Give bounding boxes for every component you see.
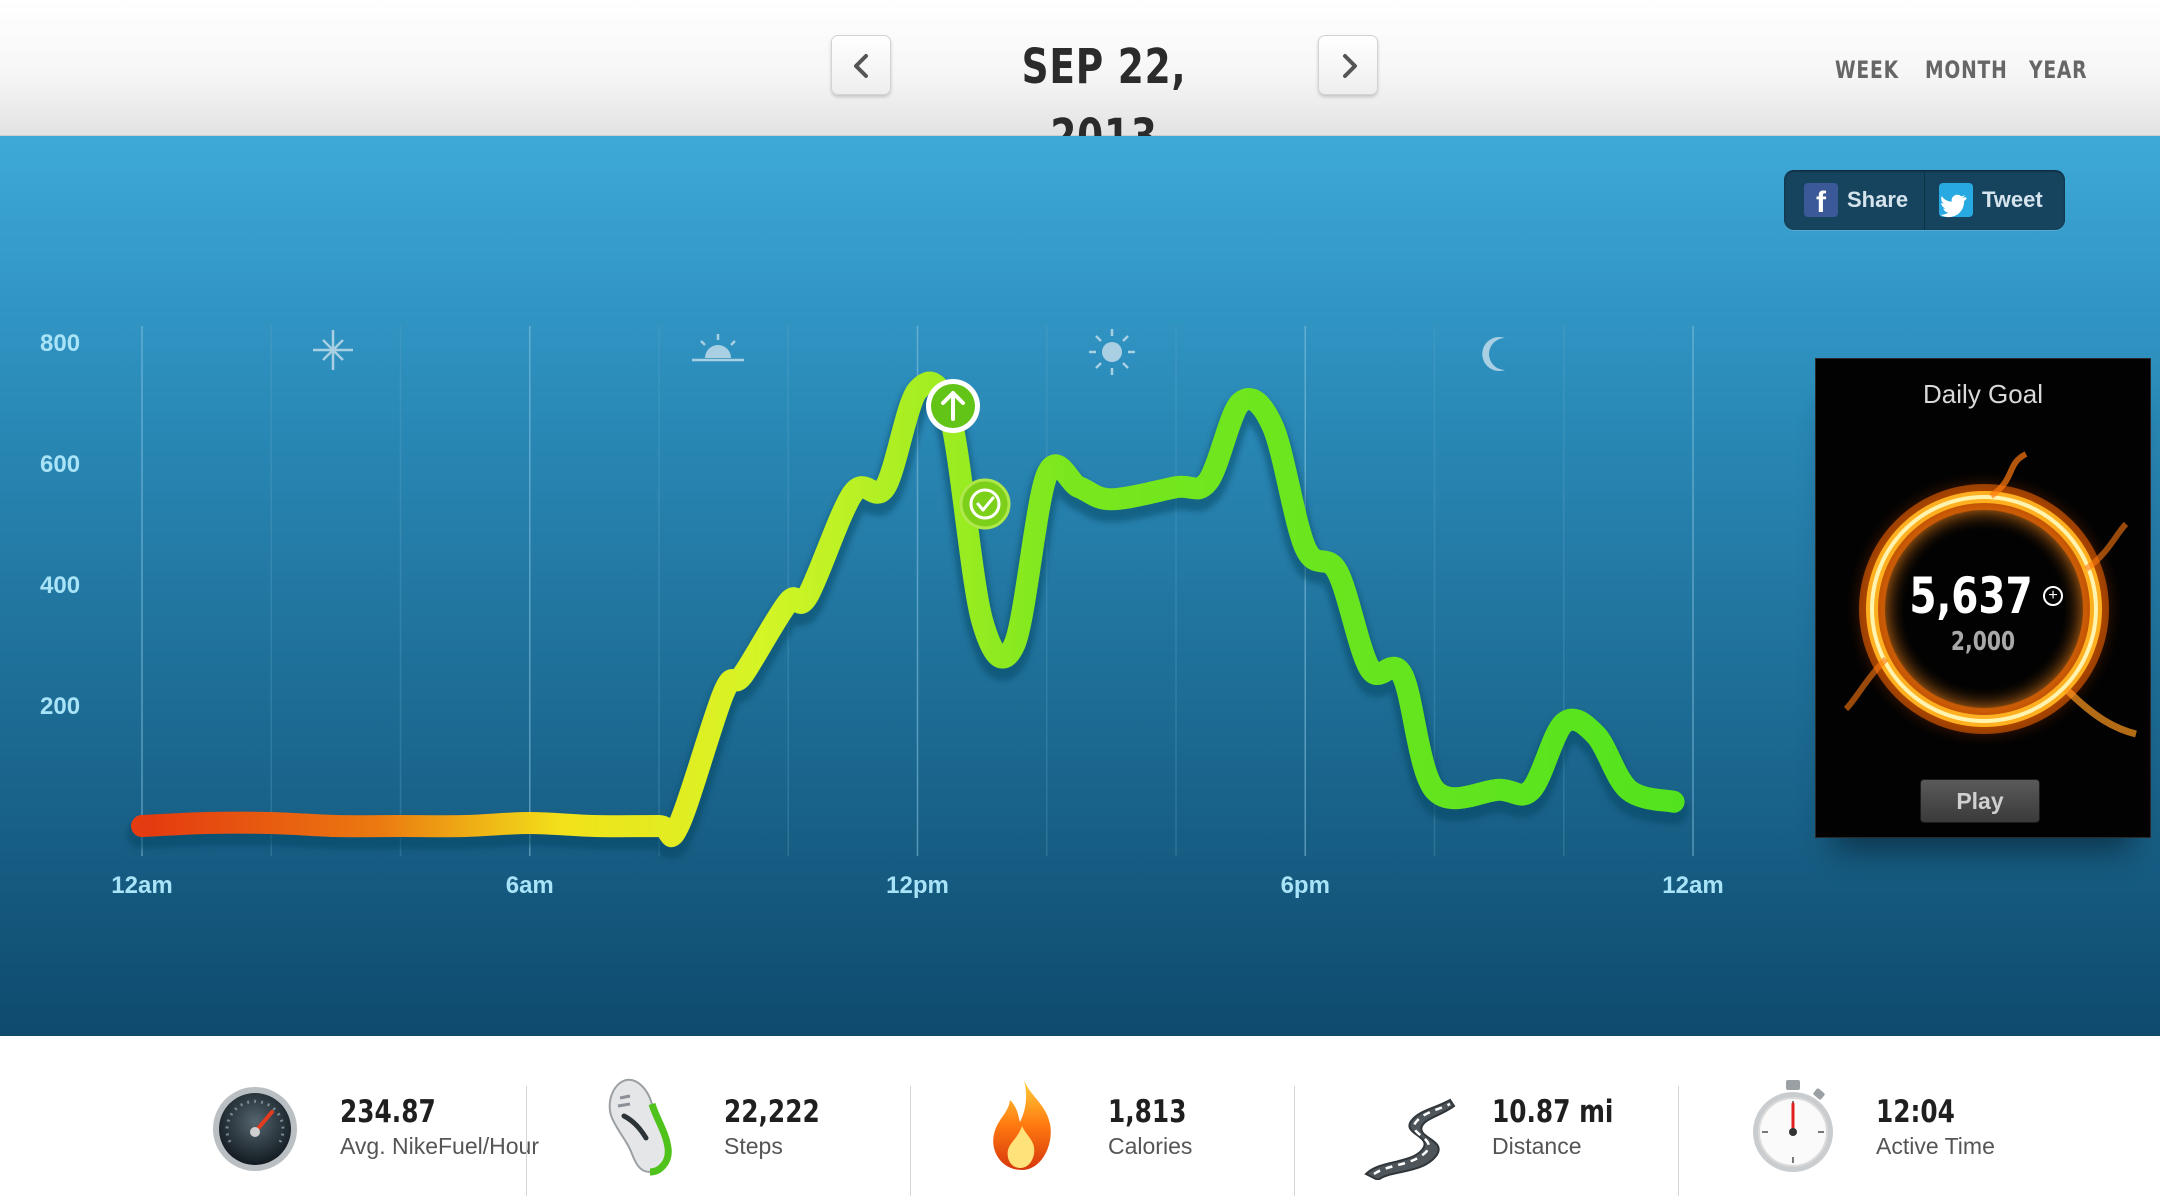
next-day-button[interactable] [1318, 35, 1378, 95]
road-icon [1364, 1098, 1456, 1180]
tweet-button[interactable]: Tweet [1925, 170, 2065, 230]
plus-circle-icon: + [2043, 586, 2063, 606]
night-star-icon [313, 330, 353, 370]
stat-value: 22,222 [724, 1094, 820, 1130]
arrow-up-marker-icon[interactable] [926, 379, 980, 433]
stat-steps: 22,222 Steps [546, 1036, 930, 1200]
previous-day-button[interactable] [831, 35, 891, 95]
stats-bar: 234.87 Avg. NikeFuel/Hour 22,222 Steps 1… [0, 1036, 2160, 1200]
y-tick-label: 600 [40, 451, 80, 478]
x-axis: 12am 6am 12pm 6pm 12am [111, 872, 1723, 899]
y-tick-label: 400 [40, 572, 80, 599]
header-bar: SEP 22, 2013 WEEK MONTH YEAR [0, 0, 2160, 165]
divider [1294, 1086, 1295, 1196]
y-tick-label: 200 [40, 693, 80, 720]
flame-icon [993, 1080, 1051, 1170]
stat-label: Avg. NikeFuel/Hour [340, 1133, 539, 1159]
goal-target-value: 2,000 [1950, 627, 2016, 657]
play-button[interactable]: Play [1920, 779, 2040, 823]
x-tick-label: 12pm [886, 872, 949, 899]
share-label: Share [1847, 187, 1909, 212]
goal-title: Daily Goal [1923, 379, 2043, 409]
stat-active-time: 12:04 Active Time [1698, 1036, 2082, 1200]
moon-icon [1482, 337, 1505, 371]
tweet-label: Tweet [1982, 187, 2043, 212]
facebook-share-button[interactable]: f Share [1784, 170, 1925, 230]
x-tick-label: 6am [506, 872, 554, 899]
daily-goal-card: Daily Goal 5,637 + 2,000 Play [1815, 358, 2151, 838]
y-axis: 800 600 400 200 [40, 330, 80, 720]
x-tick-label: 12am [111, 872, 172, 899]
page-title: SEP 22, 2013 [1021, 39, 1187, 165]
fuel-chart: 800 600 400 200 12am 6am 12pm 6pm 12am [40, 326, 1724, 899]
twitter-icon [1939, 183, 1973, 218]
divider [526, 1086, 527, 1196]
tab-year[interactable]: YEAR [2029, 56, 2088, 84]
fuel-line [131, 371, 1685, 847]
sunrise-icon [692, 334, 744, 362]
tab-week[interactable]: WEEK [1835, 56, 1899, 84]
stat-label: Steps [724, 1133, 783, 1159]
divider [1678, 1086, 1679, 1196]
x-tick-label: 12am [1662, 872, 1723, 899]
stopwatch-icon [1753, 1080, 1833, 1172]
stat-distance: 10.87 mi Distance [1314, 1036, 1698, 1200]
chevron-right-icon [1343, 54, 1357, 78]
share-group: f Share Tweet [1784, 170, 2065, 230]
shoe-icon [608, 1078, 672, 1176]
stat-label: Active Time [1876, 1133, 1995, 1159]
stat-avg-fuel: 234.87 Avg. NikeFuel/Hour [162, 1036, 546, 1200]
goal-fuel-value: 5,637 [1909, 567, 2033, 625]
checkmark-marker-icon[interactable] [959, 478, 1011, 530]
fuel-line-glow [127, 375, 1689, 859]
stat-label: Distance [1492, 1133, 1582, 1159]
activity-panel: 800 600 400 200 12am 6am 12pm 6pm 12am [0, 136, 2160, 1036]
stat-calories: 1,813 Calories [930, 1036, 1314, 1200]
stat-value: 12:04 [1876, 1094, 1955, 1130]
x-tick-label: 6pm [1281, 872, 1330, 899]
divider [910, 1086, 911, 1196]
tab-month[interactable]: MONTH [1925, 56, 2008, 84]
speedometer-icon [213, 1087, 297, 1171]
stat-value: 10.87 mi [1492, 1094, 1614, 1130]
stat-value: 1,813 [1108, 1094, 1187, 1130]
stat-label: Calories [1108, 1133, 1193, 1159]
sun-icon [1089, 329, 1135, 375]
stat-value: 234.87 [340, 1094, 436, 1130]
chevron-left-icon [854, 54, 868, 78]
y-tick-label: 800 [40, 330, 80, 357]
facebook-icon: f [1804, 183, 1838, 217]
fire-ring-icon [1843, 451, 2137, 749]
